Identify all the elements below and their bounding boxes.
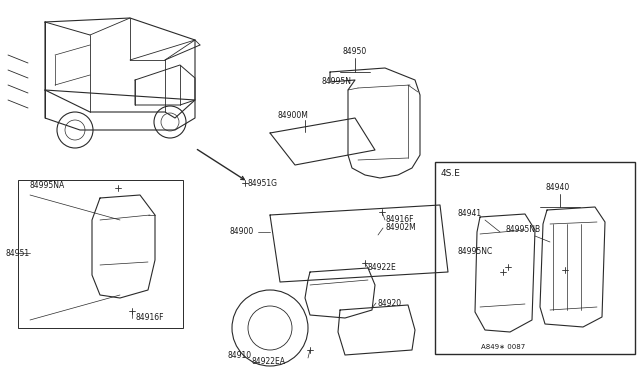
Bar	[18, 180, 183, 328]
Text: 84900M: 84900M	[278, 110, 309, 119]
Bar	[435, 162, 635, 354]
Text: 84900: 84900	[230, 228, 254, 237]
Text: 84995NC: 84995NC	[457, 247, 492, 257]
Text: 84941: 84941	[457, 209, 481, 218]
Text: 84995N: 84995N	[322, 77, 352, 87]
Text: 4S.E: 4S.E	[441, 170, 461, 179]
Text: 84910: 84910	[228, 350, 252, 359]
Text: 84920: 84920	[378, 298, 402, 308]
Text: 84951: 84951	[5, 248, 29, 257]
Text: 84902M: 84902M	[385, 224, 416, 232]
Text: A849∗ 0087: A849∗ 0087	[481, 344, 525, 350]
Text: 84922EA: 84922EA	[251, 357, 285, 366]
Text: 84995NB: 84995NB	[505, 225, 540, 234]
Text: 84922E: 84922E	[368, 263, 397, 273]
Text: 84995NA: 84995NA	[30, 180, 65, 189]
Text: 84940: 84940	[545, 183, 569, 192]
Text: 84951G: 84951G	[248, 179, 278, 187]
Text: 84916F: 84916F	[135, 314, 163, 323]
Text: 84916F: 84916F	[385, 215, 413, 224]
Text: 84950: 84950	[343, 48, 367, 57]
